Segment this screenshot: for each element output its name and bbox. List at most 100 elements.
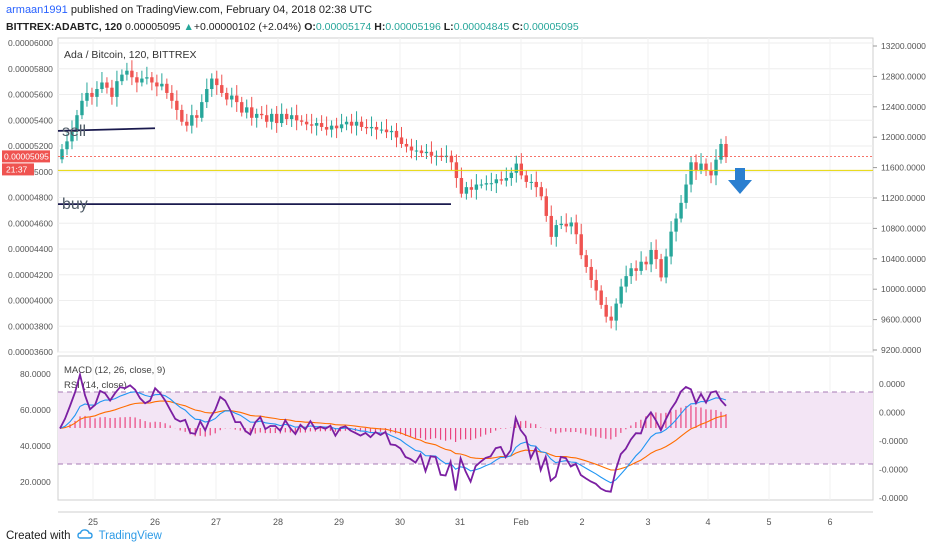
x-tick-label: 6 xyxy=(827,517,832,527)
candle-body xyxy=(75,115,79,131)
candle-body xyxy=(250,107,254,118)
candle-body xyxy=(574,222,578,235)
candle-body xyxy=(80,100,84,116)
candle-body xyxy=(564,223,568,227)
candle-body xyxy=(359,121,364,127)
candle-body xyxy=(205,89,209,103)
candle-body xyxy=(424,151,429,154)
candle-body xyxy=(105,82,109,88)
candle-body xyxy=(240,102,244,113)
macd-title: MACD (12, 26, close, 9) xyxy=(64,365,165,376)
candle-body xyxy=(629,268,633,277)
candle-body xyxy=(634,268,638,271)
right-tick-label: 12000.0000 xyxy=(881,132,926,142)
tradingview-logo-icon xyxy=(76,528,93,543)
candle-body xyxy=(709,170,713,176)
left-tick-label: 0.00004000 xyxy=(8,296,53,306)
x-tick-label: 2 xyxy=(579,517,584,527)
last-price: 0.00005095 xyxy=(125,21,181,33)
candle-body xyxy=(259,113,264,116)
candle-body xyxy=(469,187,474,190)
candle-body xyxy=(304,121,309,125)
candle-body xyxy=(324,126,329,130)
x-tick-label: 3 xyxy=(645,517,650,527)
candle-body xyxy=(699,163,703,171)
candle-body xyxy=(95,89,99,97)
candle-body xyxy=(459,177,464,194)
candle-body xyxy=(90,92,94,97)
right-tick-label: 13200.0000 xyxy=(881,41,926,51)
candle-body xyxy=(339,124,344,129)
tradingview-brand-link[interactable]: TradingView xyxy=(98,529,162,542)
candle-body xyxy=(155,82,159,87)
candle-body xyxy=(289,115,294,120)
candle-body xyxy=(474,184,479,190)
candle-body xyxy=(115,81,119,97)
candle-body xyxy=(614,303,618,321)
candle-body xyxy=(160,83,164,87)
price-label-box xyxy=(2,150,50,163)
candle-body xyxy=(299,120,304,122)
down-arrow-icon xyxy=(728,168,752,194)
candle-body xyxy=(704,163,708,171)
candle-body xyxy=(549,215,553,237)
candle-body xyxy=(329,125,334,130)
candle-body xyxy=(394,130,399,138)
close-label: C: xyxy=(512,21,524,33)
candle-body xyxy=(200,102,204,118)
right-tick-label: 9200.0000 xyxy=(881,345,921,355)
candle-body xyxy=(220,85,224,93)
candle-body xyxy=(180,109,184,122)
candle-body xyxy=(544,196,548,216)
x-tick-label: 27 xyxy=(211,517,221,527)
candle-body xyxy=(434,155,439,157)
candle-body xyxy=(349,121,354,126)
author-link[interactable]: armaan1991 xyxy=(6,4,68,16)
candle-body xyxy=(255,113,259,118)
candle-body xyxy=(319,123,324,127)
candle-body xyxy=(524,175,529,182)
candle-body xyxy=(599,290,603,305)
left-tick-label: 0.00005600 xyxy=(8,90,53,100)
candle-body xyxy=(334,125,339,129)
candle-body xyxy=(110,87,114,97)
candle-body xyxy=(125,70,129,75)
right-tick-label: 12800.0000 xyxy=(881,71,926,81)
ind-left-tick: 80.0000 xyxy=(20,369,51,379)
candle-body xyxy=(714,159,718,176)
rsi-title: RSI (14, close) xyxy=(64,380,127,391)
time-label-box xyxy=(2,163,34,176)
candle-body xyxy=(85,92,89,101)
candle-body xyxy=(649,249,653,265)
ind-left-tick: 20.0000 xyxy=(20,477,51,487)
footer: Created with TradingView xyxy=(6,528,162,543)
candle-body xyxy=(60,149,64,160)
x-tick-label: 4 xyxy=(705,517,710,527)
open-label: O: xyxy=(304,21,316,33)
left-tick-label: 0.00005400 xyxy=(8,115,53,125)
candle-body xyxy=(120,74,124,82)
low-value: 0.00004845 xyxy=(453,21,510,33)
candle-body xyxy=(195,115,199,118)
x-tick-label: 25 xyxy=(88,517,98,527)
candle-body xyxy=(409,146,414,151)
candle-body xyxy=(419,150,424,154)
candle-body xyxy=(479,184,484,186)
candle-body xyxy=(494,179,499,184)
candle-body xyxy=(230,95,234,100)
ind-right-tick: 0.0000 xyxy=(879,408,905,418)
candle-body xyxy=(559,223,563,226)
candle-body xyxy=(554,225,558,237)
candle-body xyxy=(589,266,593,281)
candle-body xyxy=(314,123,319,126)
right-tick-label: 12400.0000 xyxy=(881,102,926,112)
candle-body xyxy=(140,78,144,83)
candle-body xyxy=(674,218,678,232)
candle-body xyxy=(294,115,299,121)
macd-line xyxy=(59,391,727,484)
candle-body xyxy=(404,143,409,147)
candle-body xyxy=(719,143,723,160)
candle-body xyxy=(514,163,519,173)
candle-body xyxy=(439,155,444,158)
